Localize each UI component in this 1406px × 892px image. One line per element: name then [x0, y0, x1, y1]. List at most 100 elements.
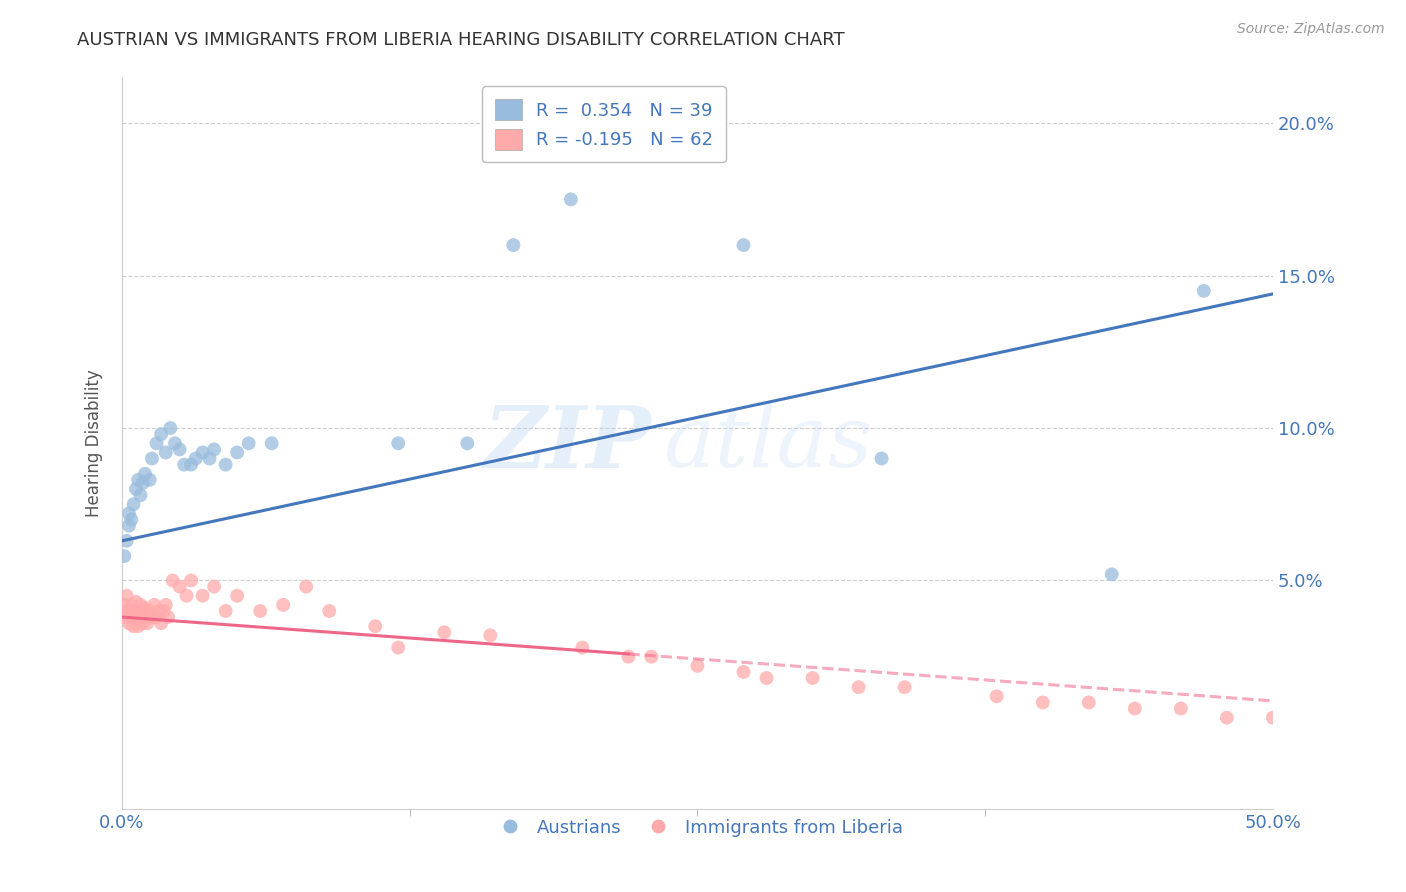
- Point: [120, 512, 142, 526]
- Point: [145, 436, 167, 450]
- Point: [1170, 701, 1192, 715]
- Text: AUSTRIAN VS IMMIGRANTS FROM LIBERIA HEARING DISABILITY CORRELATION CHART: AUSTRIAN VS IMMIGRANTS FROM LIBERIA HEAR…: [77, 31, 845, 49]
- Point: [202, 580, 225, 594]
- Point: [1101, 567, 1123, 582]
- Point: [125, 595, 148, 609]
- Point: [686, 658, 709, 673]
- Point: [127, 619, 149, 633]
- Point: [733, 238, 755, 252]
- Point: [169, 442, 191, 457]
- Point: [118, 507, 141, 521]
- Point: [801, 671, 824, 685]
- Point: [134, 601, 156, 615]
- Point: [143, 598, 166, 612]
- Point: [733, 665, 755, 679]
- Point: [129, 488, 152, 502]
- Point: [173, 458, 195, 472]
- Point: [214, 604, 236, 618]
- Point: [848, 680, 870, 694]
- Point: [479, 628, 502, 642]
- Text: ZIP: ZIP: [484, 401, 651, 485]
- Point: [163, 436, 186, 450]
- Point: [226, 445, 249, 459]
- Point: [191, 445, 214, 459]
- Point: [226, 589, 249, 603]
- Point: [112, 610, 135, 624]
- Point: [118, 518, 141, 533]
- Point: [129, 610, 152, 624]
- Point: [893, 680, 915, 694]
- Point: [136, 616, 159, 631]
- Point: [1261, 711, 1284, 725]
- Point: [132, 604, 155, 618]
- Point: [145, 610, 167, 624]
- Y-axis label: Hearing Disability: Hearing Disability: [86, 369, 103, 517]
- Point: [238, 436, 260, 450]
- Point: [122, 619, 145, 633]
- Point: [150, 616, 173, 631]
- Point: [138, 604, 160, 618]
- Point: [318, 604, 340, 618]
- Point: [118, 604, 141, 618]
- Point: [364, 619, 387, 633]
- Point: [456, 436, 478, 450]
- Point: [571, 640, 593, 655]
- Point: [387, 436, 409, 450]
- Point: [152, 604, 174, 618]
- Point: [159, 421, 181, 435]
- Point: [150, 427, 173, 442]
- Point: [115, 533, 138, 548]
- Point: [176, 589, 198, 603]
- Point: [122, 497, 145, 511]
- Point: [155, 598, 177, 612]
- Point: [870, 451, 893, 466]
- Point: [271, 598, 294, 612]
- Point: [132, 475, 155, 490]
- Point: [132, 616, 155, 631]
- Point: [560, 193, 582, 207]
- Point: [115, 604, 138, 618]
- Point: [118, 616, 141, 631]
- Point: [387, 640, 409, 655]
- Point: [162, 574, 184, 588]
- Point: [129, 598, 152, 612]
- Point: [157, 610, 180, 624]
- Point: [180, 458, 202, 472]
- Point: [191, 589, 214, 603]
- Point: [120, 610, 142, 624]
- Point: [155, 445, 177, 459]
- Point: [134, 610, 156, 624]
- Point: [180, 574, 202, 588]
- Point: [664, 131, 686, 145]
- Point: [617, 649, 640, 664]
- Point: [260, 436, 283, 450]
- Point: [169, 580, 191, 594]
- Point: [141, 610, 163, 624]
- Point: [755, 671, 778, 685]
- Point: [198, 451, 221, 466]
- Text: Source: ZipAtlas.com: Source: ZipAtlas.com: [1237, 22, 1385, 37]
- Point: [148, 604, 170, 618]
- Point: [202, 442, 225, 457]
- Point: [1216, 711, 1239, 725]
- Point: [184, 451, 207, 466]
- Point: [125, 482, 148, 496]
- Point: [295, 580, 318, 594]
- Point: [433, 625, 456, 640]
- Point: [138, 473, 160, 487]
- Text: atlas: atlas: [664, 402, 872, 484]
- Point: [112, 549, 135, 563]
- Point: [127, 604, 149, 618]
- Point: [1123, 701, 1146, 715]
- Point: [125, 610, 148, 624]
- Point: [120, 598, 142, 612]
- Point: [115, 589, 138, 603]
- Point: [214, 458, 236, 472]
- Point: [134, 467, 156, 481]
- Point: [640, 649, 662, 664]
- Legend: Austrians, Immigrants from Liberia: Austrians, Immigrants from Liberia: [485, 812, 910, 844]
- Point: [249, 604, 271, 618]
- Point: [1192, 284, 1215, 298]
- Point: [122, 604, 145, 618]
- Point: [127, 473, 149, 487]
